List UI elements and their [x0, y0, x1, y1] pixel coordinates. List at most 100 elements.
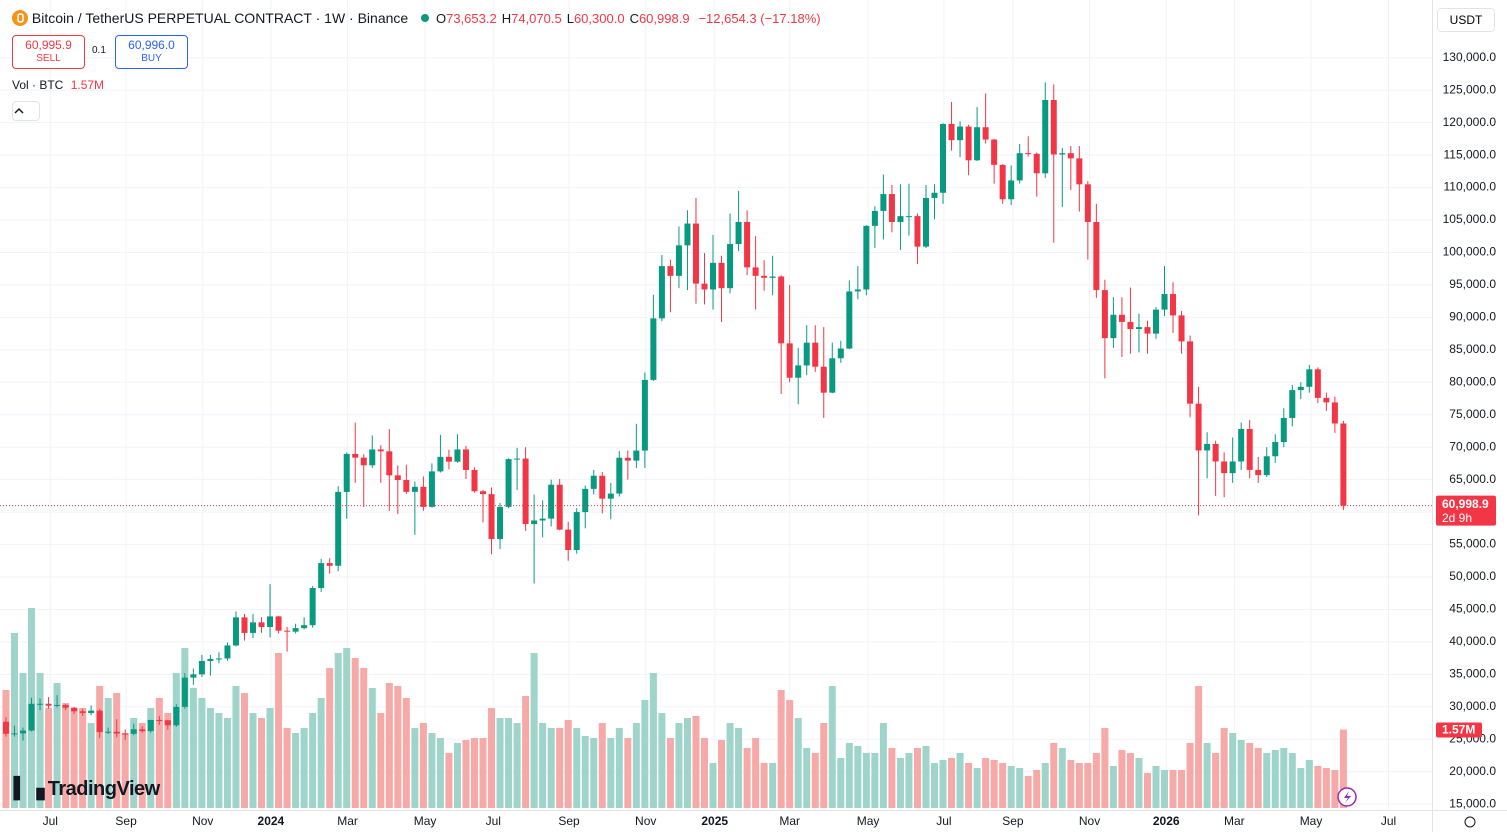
candle-body — [497, 506, 504, 539]
currency-button[interactable]: USDT — [1437, 8, 1495, 32]
candle-body — [658, 266, 665, 319]
volume-bar — [965, 763, 973, 808]
candle-body — [1110, 314, 1117, 339]
ohlc-letter: L — [566, 11, 574, 26]
candle-body — [1272, 441, 1279, 457]
volume-bar — [1322, 768, 1330, 808]
volume-bar — [1212, 753, 1220, 808]
collapse-button[interactable] — [12, 101, 40, 121]
candle-body — [1306, 369, 1313, 387]
volume-bar — [453, 743, 461, 808]
candle-body — [616, 457, 623, 494]
volume-bar — [53, 683, 61, 808]
volume-bar — [1297, 768, 1305, 808]
candle-body — [1297, 386, 1304, 391]
candle-body — [1314, 369, 1321, 398]
last-price-badge — [1436, 495, 1496, 526]
y-tick-label: 90,000.0 — [1449, 310, 1496, 324]
candle-body — [871, 210, 878, 226]
candle-body — [940, 123, 947, 193]
volume-bar — [948, 758, 956, 808]
candle-body — [54, 704, 61, 706]
volume-bar — [428, 733, 436, 808]
candle-body — [812, 342, 819, 367]
candle-body — [897, 216, 904, 222]
volume-bar — [87, 723, 95, 808]
volume-bar — [1254, 748, 1262, 808]
volume-bar — [999, 763, 1007, 808]
candle-body — [309, 588, 316, 626]
candle-body — [769, 276, 776, 278]
candle-body — [190, 674, 197, 678]
candle-body — [1289, 390, 1296, 418]
candle-body — [1178, 315, 1185, 342]
candle-body — [752, 267, 759, 276]
volume-bar — [206, 708, 214, 808]
y-tick-label: 120,000.0 — [1443, 115, 1497, 129]
volume-badge — [1436, 722, 1482, 738]
volume-bar — [394, 686, 402, 808]
candle-body — [207, 658, 214, 661]
volume-bar — [735, 728, 743, 808]
candle-body — [1263, 456, 1270, 476]
volume-bar — [573, 728, 581, 808]
buy-button[interactable]: 60,996.0 BUY — [115, 35, 188, 69]
volume-bar — [1161, 770, 1169, 808]
candle-body — [1195, 403, 1202, 451]
volume-bar — [1314, 766, 1322, 808]
candle-body — [130, 729, 137, 734]
change: −12,654.3 (−17.18%) — [698, 11, 821, 26]
x-tick-label: Nov — [635, 814, 656, 828]
volume-bar — [896, 758, 904, 808]
volume-bar — [845, 743, 853, 808]
candle-body — [1204, 443, 1211, 451]
volume-bar — [803, 748, 811, 808]
volume-bar — [300, 728, 308, 808]
candle-body — [982, 127, 989, 140]
volume-bar — [547, 728, 555, 808]
volume-bar — [990, 760, 998, 808]
candle-body — [445, 456, 452, 462]
volume-bar — [956, 753, 964, 808]
volume-bar — [155, 698, 163, 808]
candle-body — [258, 622, 265, 627]
ohlc-value: 73,653.2 — [446, 11, 497, 26]
candle-body — [45, 703, 52, 706]
volume-bar — [266, 708, 274, 808]
volume-bar — [692, 716, 700, 808]
candle-body — [292, 628, 299, 632]
candle-body — [1042, 99, 1049, 174]
y-tick-label: 75,000.0 — [1449, 407, 1496, 421]
x-tick-label: 2026 — [1153, 814, 1180, 828]
candle-body — [505, 459, 512, 507]
candle-body — [1229, 461, 1236, 474]
y-tick-label: 35,000.0 — [1449, 667, 1496, 681]
volume-bar — [973, 768, 981, 808]
candle-body — [786, 343, 793, 378]
candle-body — [701, 283, 708, 290]
volume-bar — [820, 723, 828, 808]
candle-body — [79, 711, 86, 714]
buy-price: 60,996.0 — [128, 38, 175, 52]
x-tick-label: May — [1300, 814, 1323, 828]
volume-bar — [922, 746, 930, 808]
chevron — [14, 107, 24, 114]
volume-bar — [45, 708, 53, 808]
volume-bar — [564, 720, 572, 808]
candle-body — [224, 645, 231, 659]
sell-button[interactable]: 60,995.9 SELL — [12, 35, 85, 69]
volume-bar — [326, 668, 334, 808]
countdown: 2d 9h — [1442, 511, 1472, 525]
candle-body — [173, 706, 180, 726]
volume-bar — [854, 746, 862, 808]
volume-bar — [709, 763, 717, 808]
candle-body — [795, 365, 802, 378]
candle-body — [1170, 294, 1177, 316]
volume-bar — [1135, 758, 1143, 808]
volume-bar — [1152, 766, 1160, 808]
candle-body — [96, 710, 103, 733]
y-tick-label: 130,000.0 — [1443, 50, 1497, 64]
volume-bar — [496, 718, 504, 808]
volume-bar — [1305, 760, 1313, 808]
